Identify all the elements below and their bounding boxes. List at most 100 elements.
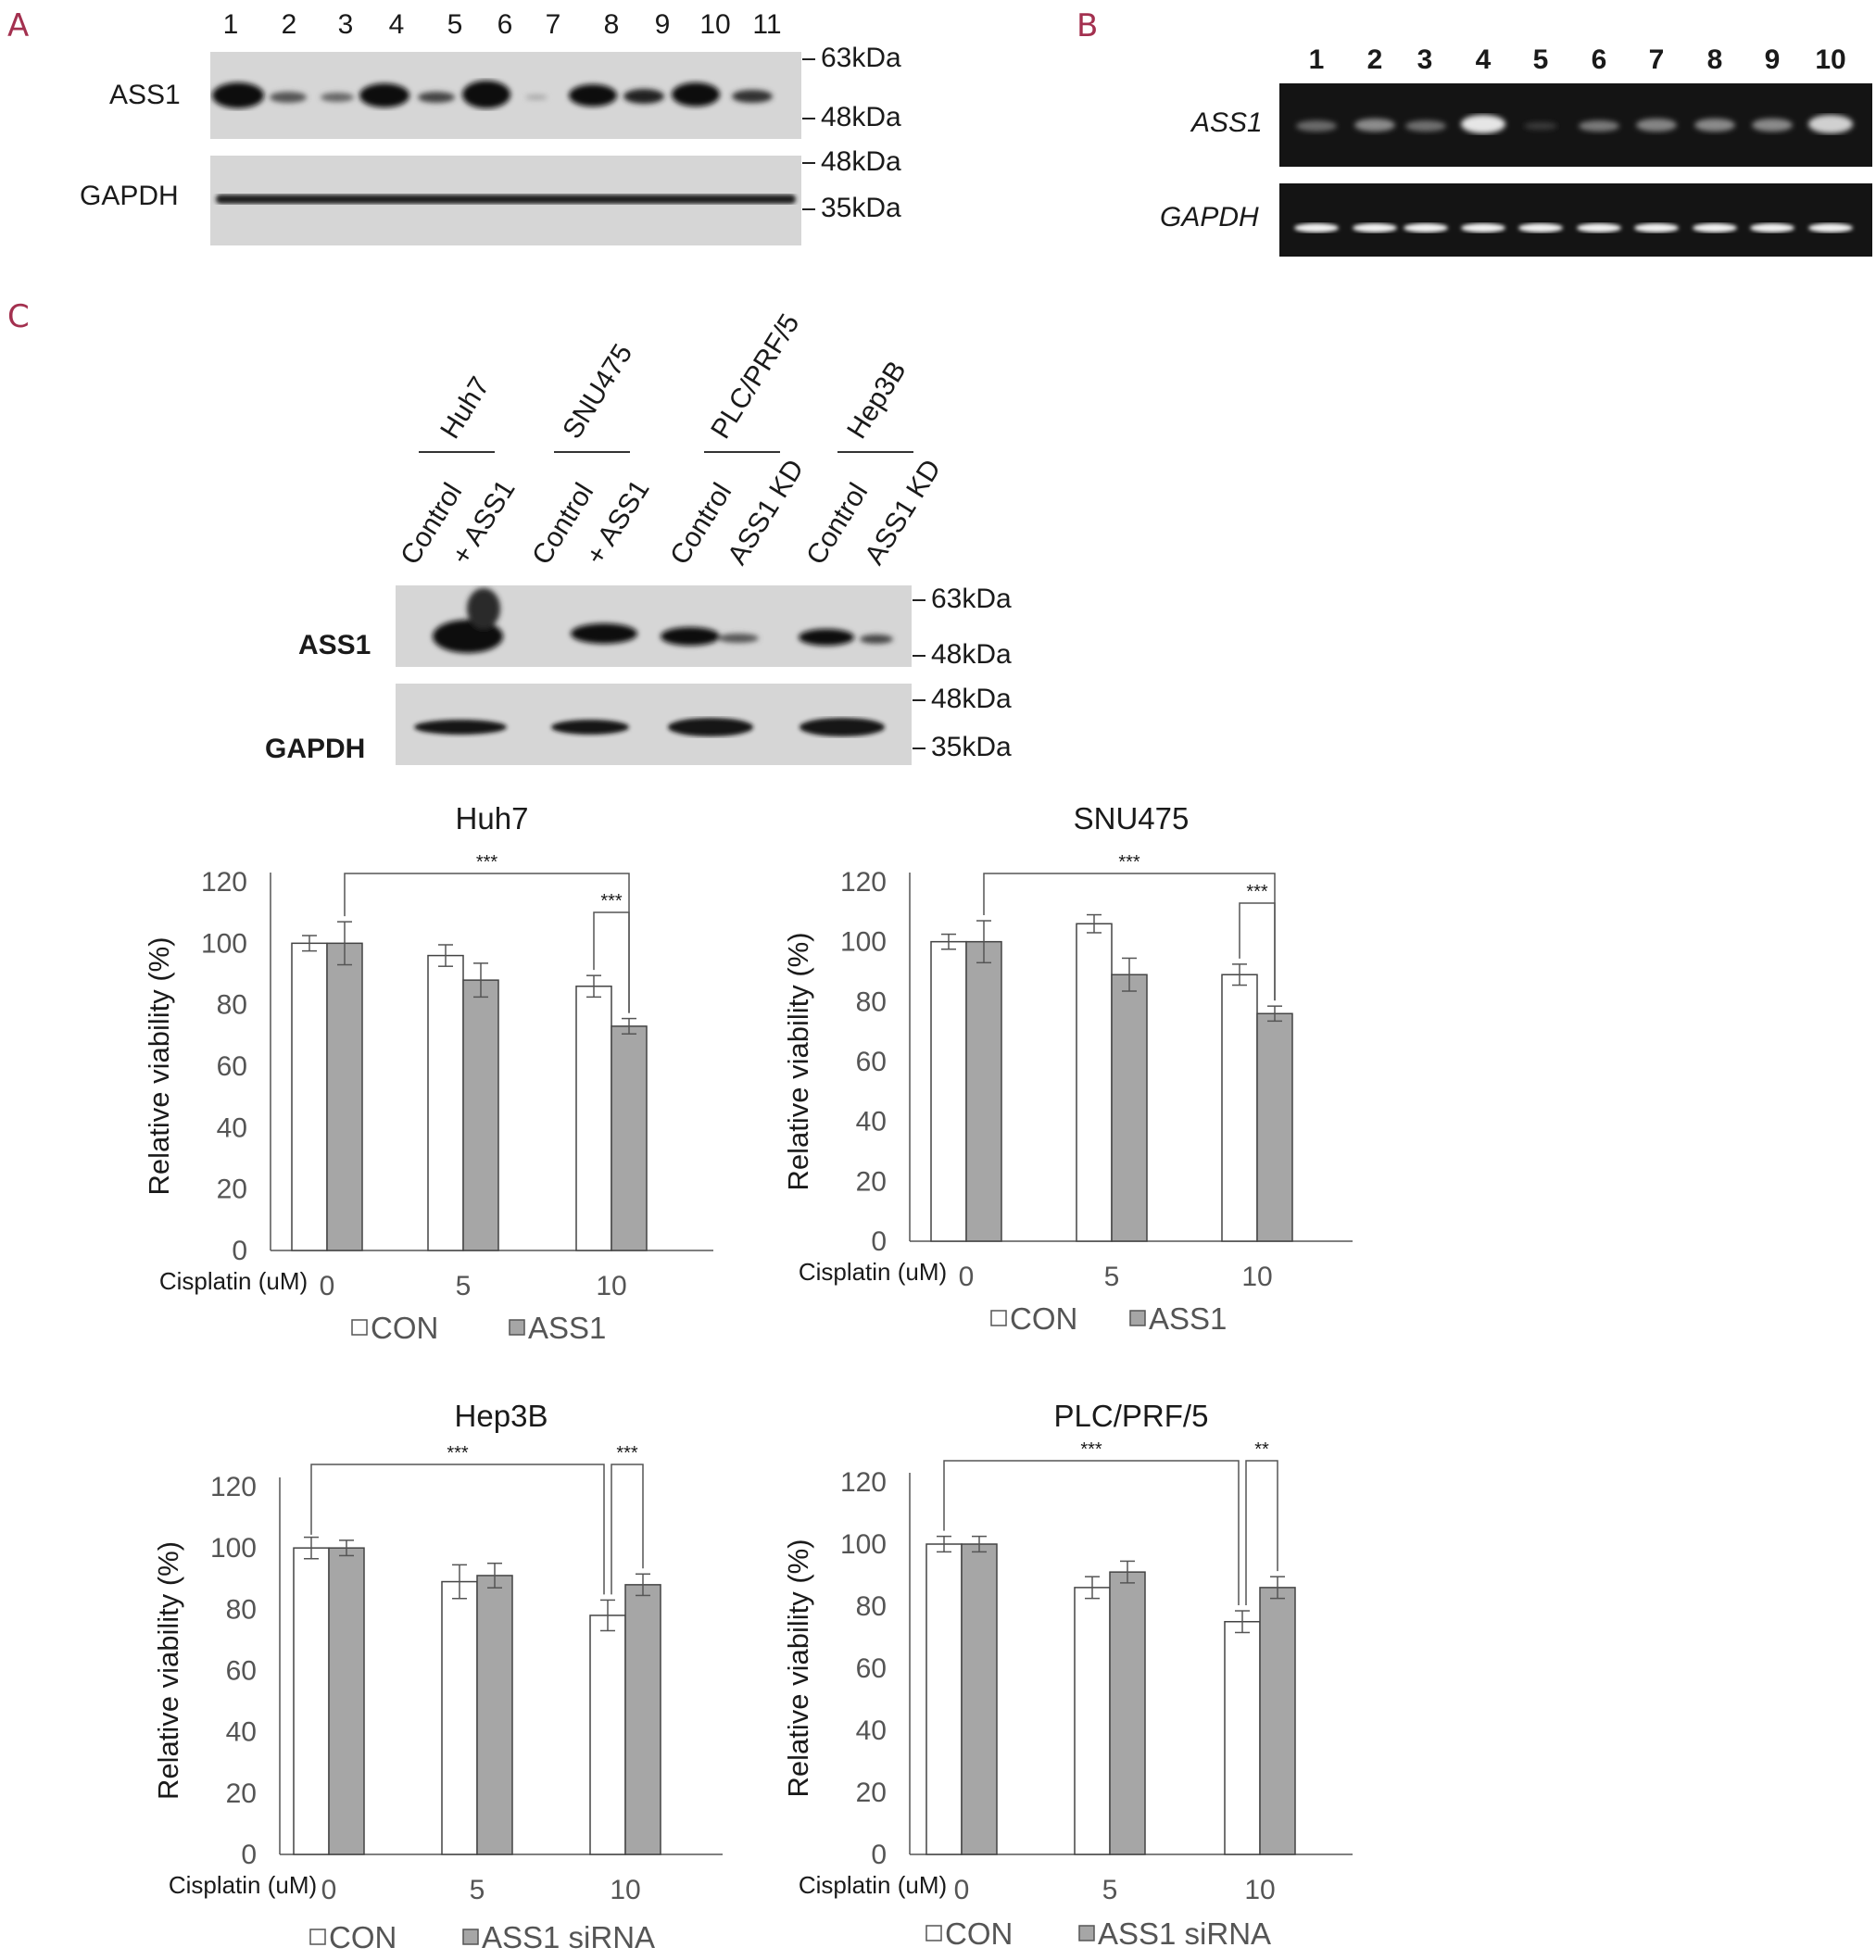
panel-b-lane-10: 10 xyxy=(1815,44,1846,75)
panel-c-marker-48: 48kDa xyxy=(913,639,1012,671)
legend-swatch xyxy=(1129,1310,1146,1326)
bar xyxy=(427,954,464,1251)
bar xyxy=(1111,974,1148,1242)
bar xyxy=(462,979,499,1251)
panel-a-lane-8: 8 xyxy=(603,9,620,40)
y-tick-label: 60 xyxy=(856,1653,887,1684)
panel-a-lane-2: 2 xyxy=(281,9,297,40)
x-tick-label: 0 xyxy=(320,1271,335,1301)
panel-b-lane-5: 5 xyxy=(1532,44,1549,75)
y-tick-label: 0 xyxy=(871,1226,887,1257)
y-tick-label: 120 xyxy=(840,1467,887,1498)
legend-label: CON xyxy=(1010,1301,1077,1336)
significance-label: *** xyxy=(616,1443,638,1464)
chart-title: SNU475 xyxy=(1074,801,1190,836)
panel-a-marker-35: 35kDa xyxy=(802,193,901,224)
panel-b-lane-4: 4 xyxy=(1475,44,1492,75)
bar xyxy=(1221,974,1258,1242)
significance-label: *** xyxy=(476,852,498,873)
chart-plc: PLC/PRF/5 Relative viability (%) 0 20 40 60 80… xyxy=(782,1399,1353,1951)
panel-c-cond-8: ASS1 KD xyxy=(859,454,948,571)
panel-c-letter: C xyxy=(7,298,30,335)
panel-a-lane-10: 10 xyxy=(699,9,731,40)
panel-a-ass1-blot xyxy=(210,52,801,139)
y-tick-label: 40 xyxy=(217,1112,247,1143)
significance-bracket xyxy=(310,1464,605,1595)
bar xyxy=(476,1575,513,1855)
chart-title: Hep3B xyxy=(455,1399,548,1433)
x-tick-label: 0 xyxy=(321,1875,337,1905)
panel-c-cell-huh7: Huh7 xyxy=(434,371,497,445)
y-tick-label: 20 xyxy=(217,1175,247,1205)
bar xyxy=(1074,1587,1111,1855)
panel-a-lane-4: 4 xyxy=(388,9,405,40)
panel-a-lane-7: 7 xyxy=(545,9,561,40)
significance-bracket xyxy=(593,911,630,1013)
legend-label: CON xyxy=(329,1920,397,1954)
panel-b-gapdh-gel xyxy=(1279,183,1872,257)
panel-a-lane-6: 6 xyxy=(497,9,513,40)
x-axis-label: Cisplatin (uM) xyxy=(169,1871,317,1899)
panel-a-marker-63: 63kDa xyxy=(802,43,901,74)
panel-c-marker-48b: 48kDa xyxy=(913,684,1012,715)
legend-label: CON xyxy=(371,1311,438,1345)
panel-c-marker-35: 35kDa xyxy=(913,732,1012,763)
x-axis-label: Cisplatin (uM) xyxy=(159,1267,308,1295)
panel-a-lane-5: 5 xyxy=(447,9,463,40)
x-tick-label: 10 xyxy=(1244,1875,1275,1905)
y-tick-label: 0 xyxy=(232,1236,247,1266)
y-tick-label: 60 xyxy=(217,1051,247,1082)
x-tick-label: 0 xyxy=(954,1875,970,1905)
panel-a-ass1-label: ASS1 xyxy=(109,80,181,110)
legend-swatch xyxy=(1078,1925,1095,1941)
x-tick-label: 5 xyxy=(1104,1262,1120,1292)
y-tick-label: 40 xyxy=(226,1717,257,1748)
panel-c-underline-hep3b xyxy=(837,451,913,453)
y-tick-label: 80 xyxy=(856,986,887,1017)
y-axis-label: Relative viability (%) xyxy=(143,936,175,1195)
legend-swatch xyxy=(462,1929,479,1945)
y-tick-label: 40 xyxy=(856,1107,887,1137)
y-tick-label: 100 xyxy=(210,1533,257,1564)
legend-label: ASS1 siRNA xyxy=(482,1920,655,1954)
panel-c-underline-plc xyxy=(704,451,780,453)
panel-a-marker-48b: 48kDa xyxy=(802,146,901,178)
legend-label: CON xyxy=(945,1916,1013,1951)
y-tick-label: 20 xyxy=(856,1778,887,1808)
y-tick-label: 80 xyxy=(217,990,247,1021)
panel-c-cell-hep3b: Hep3B xyxy=(841,356,913,445)
panel-c-gapdh-blot xyxy=(396,684,912,765)
bar xyxy=(589,1614,626,1855)
y-axis-label: Relative viability (%) xyxy=(782,932,814,1190)
panel-c-cell-plc: PLC/PRF/5 xyxy=(705,308,806,445)
panel-a-letter: A xyxy=(7,7,30,44)
bar xyxy=(1256,1012,1293,1242)
significance-bracket xyxy=(611,1464,644,1595)
significance-label: *** xyxy=(447,1443,469,1464)
significance-label: *** xyxy=(1118,852,1140,873)
legend-label: ASS1 xyxy=(528,1311,606,1345)
significance-label: *** xyxy=(600,891,623,911)
significance-label: *** xyxy=(1246,882,1268,902)
panel-c-marker-63: 63kDa xyxy=(913,584,1012,615)
bar xyxy=(328,1547,365,1855)
bar xyxy=(1076,923,1113,1242)
bar xyxy=(925,1543,963,1855)
panel-c-cell-snu475: SNU475 xyxy=(557,338,639,445)
y-tick-label: 100 xyxy=(201,928,247,959)
panel-b-letter: B xyxy=(1076,7,1099,44)
y-tick-label: 120 xyxy=(840,867,887,898)
x-tick-label: 5 xyxy=(456,1271,472,1301)
x-tick-label: 5 xyxy=(470,1875,485,1905)
legend-swatch xyxy=(351,1319,368,1336)
y-tick-label: 0 xyxy=(871,1840,887,1870)
bar xyxy=(293,1547,330,1855)
panel-b-lane-2: 2 xyxy=(1366,44,1383,75)
panel-b-lane-3: 3 xyxy=(1416,44,1433,75)
legend-swatch xyxy=(925,1925,942,1941)
y-tick-label: 20 xyxy=(856,1166,887,1197)
x-axis-label: Cisplatin (uM) xyxy=(799,1258,947,1286)
x-tick-label: 10 xyxy=(1241,1262,1272,1292)
